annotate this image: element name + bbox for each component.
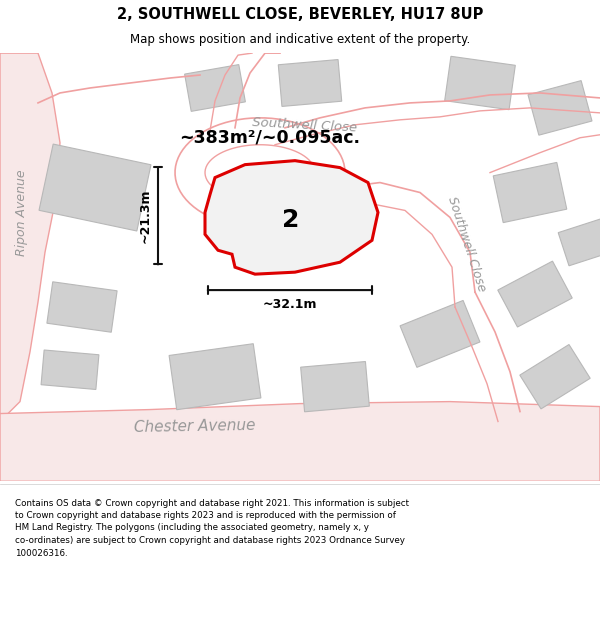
Polygon shape	[39, 144, 151, 231]
Polygon shape	[205, 161, 378, 274]
Text: 2: 2	[282, 209, 299, 232]
Polygon shape	[445, 56, 515, 109]
Text: ~383m²/~0.095ac.: ~383m²/~0.095ac.	[179, 129, 361, 147]
Polygon shape	[0, 53, 60, 421]
Text: Southwell Close: Southwell Close	[252, 116, 358, 134]
Polygon shape	[400, 301, 480, 368]
Polygon shape	[0, 402, 600, 481]
Text: Southwell Close: Southwell Close	[445, 195, 488, 294]
Polygon shape	[47, 282, 117, 332]
Polygon shape	[528, 81, 592, 135]
Polygon shape	[185, 64, 245, 111]
Text: ~32.1m: ~32.1m	[263, 298, 317, 311]
Polygon shape	[558, 219, 600, 266]
Text: ~21.3m: ~21.3m	[139, 189, 151, 243]
Text: Contains OS data © Crown copyright and database right 2021. This information is : Contains OS data © Crown copyright and d…	[15, 499, 409, 558]
Polygon shape	[520, 344, 590, 409]
Polygon shape	[498, 261, 572, 327]
Polygon shape	[169, 344, 261, 410]
Polygon shape	[493, 162, 567, 222]
Text: Map shows position and indicative extent of the property.: Map shows position and indicative extent…	[130, 33, 470, 46]
Polygon shape	[301, 361, 370, 412]
Polygon shape	[278, 59, 342, 106]
Polygon shape	[41, 350, 99, 389]
Text: Chester Avenue: Chester Avenue	[134, 418, 256, 435]
Text: Ripon Avenue: Ripon Avenue	[16, 169, 29, 256]
Text: 2, SOUTHWELL CLOSE, BEVERLEY, HU17 8UP: 2, SOUTHWELL CLOSE, BEVERLEY, HU17 8UP	[117, 8, 483, 22]
